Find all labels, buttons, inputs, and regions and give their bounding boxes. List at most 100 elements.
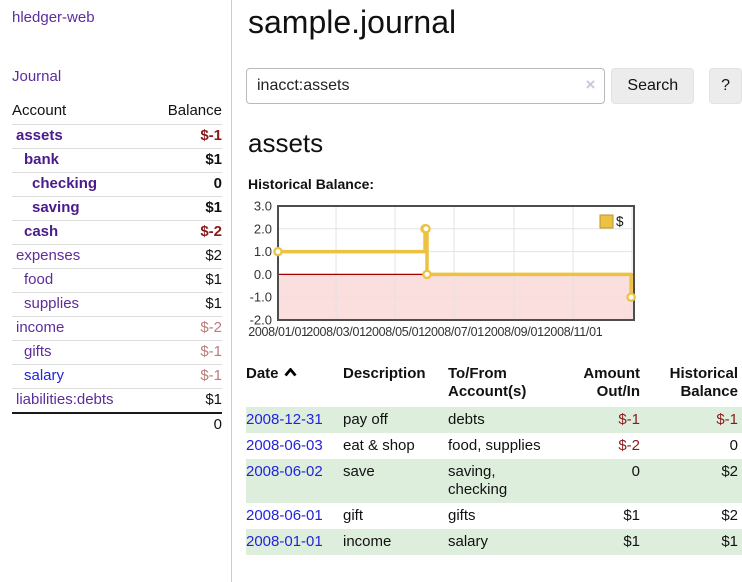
account-row: gifts $-1 (12, 340, 222, 365)
transaction-description: save (343, 463, 375, 480)
transaction-accounts: debts (448, 411, 485, 428)
account-balance: $1 (205, 151, 222, 168)
transaction-amount: $1 (623, 507, 640, 524)
svg-text:2008/09/01: 2008/09/01 (484, 325, 544, 339)
account-row: assets $-1 (12, 124, 222, 149)
search-input[interactable] (246, 68, 606, 104)
register-row: 2008-12-31 pay off debts $-1 $-1 (246, 407, 742, 433)
account-balance: $-1 (200, 367, 222, 384)
svg-text:$: $ (616, 214, 624, 229)
main-content: sample.journal × Search ? assets Histori… (246, 0, 742, 555)
account-balance: $-2 (200, 319, 222, 336)
account-row: supplies $1 (12, 292, 222, 317)
sidebar: hledger-web Journal Account Balance asse… (0, 0, 232, 582)
register-header-tofrom: To/From Account(s) (448, 365, 527, 400)
account-link[interactable]: income (16, 319, 65, 336)
transaction-amount: $1 (623, 533, 640, 550)
account-row: food $1 (12, 268, 222, 293)
transaction-balance: $2 (721, 507, 738, 524)
account-balance: $1 (205, 295, 222, 312)
transaction-accounts: gifts (448, 507, 476, 524)
transaction-date-link[interactable]: 2008-06-01 (246, 507, 323, 524)
transaction-accounts: saving, checking (448, 463, 508, 498)
account-link[interactable]: gifts (24, 343, 52, 360)
account-link[interactable]: cash (24, 223, 59, 240)
transaction-amount: $-2 (618, 437, 640, 454)
chart-title: Historical Balance: (248, 176, 375, 192)
page-title: sample.journal (248, 4, 457, 40)
account-row: income $-2 (12, 316, 222, 341)
account-row: liabilities:debts $1 (12, 388, 222, 414)
account-link[interactable]: checking (32, 175, 98, 192)
account-link[interactable]: expenses (16, 247, 81, 264)
register-row: 2008-01-01 income salary $1 $1 (246, 529, 742, 555)
accounts-header-balance: Balance (167, 102, 222, 119)
transaction-amount: $-1 (618, 411, 640, 428)
sort-ascending-icon[interactable] (283, 367, 297, 377)
register-header-row: Date Description To/From Account(s) Amount Ou… (246, 365, 742, 407)
transaction-date-link[interactable]: 2008-12-31 (246, 411, 323, 428)
svg-text:2008/11/01: 2008/11/01 (544, 325, 603, 339)
account-row: saving $1 (12, 196, 222, 221)
register-header-amount: Amount Out/In (583, 365, 640, 400)
svg-text:-2.0: -2.0 (250, 313, 272, 328)
account-link[interactable]: liabilities:debts (16, 391, 114, 408)
account-link[interactable]: bank (24, 151, 60, 168)
account-link[interactable]: saving (32, 199, 80, 216)
register-table: Date Description To/From Account(s) Amount Ou… (246, 365, 742, 555)
account-balance: $1 (205, 271, 222, 288)
svg-text:2008/01/01: 2008/01/01 (248, 325, 308, 339)
transaction-balance: $1 (721, 533, 738, 550)
help-button[interactable]: ? (709, 68, 742, 104)
svg-text:2008/03/01: 2008/03/01 (306, 325, 366, 339)
transaction-balance: 0 (729, 437, 738, 454)
search-box: × (246, 68, 606, 104)
historical-balance-chart: 3.0 2.0 1.0 0.0 -1.0 -2.02008/01/012008/03/01… (248, 199, 636, 339)
accounts-header-row: Account Balance (12, 102, 222, 125)
transaction-date-link[interactable]: 2008-06-02 (246, 463, 323, 480)
svg-text:3.0: 3.0 (254, 199, 272, 214)
register-header-description: Description (343, 365, 426, 382)
register-header-date[interactable]: Date (246, 365, 343, 407)
account-row: salary $-1 (12, 364, 222, 389)
account-link[interactable]: supplies (24, 295, 80, 312)
account-row: cash $-2 (12, 220, 222, 245)
transaction-description: pay off (343, 411, 388, 428)
account-row: bank $1 (12, 148, 222, 173)
account-balance: $1 (205, 199, 222, 216)
transaction-balance: $-1 (716, 411, 738, 428)
account-balance: $-2 (200, 223, 222, 240)
account-heading: assets (248, 128, 324, 158)
account-link[interactable]: salary (24, 367, 65, 384)
account-balance: 0 (213, 175, 222, 192)
account-balance: $-1 (200, 127, 222, 144)
accounts-total-balance: 0 (213, 416, 222, 433)
search-button[interactable]: Search (611, 68, 695, 104)
svg-text:-1.0: -1.0 (250, 290, 272, 305)
account-balance: $2 (205, 247, 222, 264)
register-row: 2008-06-01 gift gifts $1 $2 (246, 503, 742, 529)
transaction-description: eat & shop (343, 437, 415, 454)
account-balance: $-1 (200, 343, 222, 360)
transaction-date-link[interactable]: 2008-06-03 (246, 437, 323, 454)
svg-text:2008/05/01: 2008/05/01 (365, 325, 425, 339)
app-title-link[interactable]: hledger-web (12, 9, 95, 26)
accounts-header-account: Account (12, 102, 67, 119)
search-form: × Search ? (246, 68, 742, 104)
account-balance: $1 (205, 391, 222, 408)
clear-search-icon[interactable]: × (585, 75, 596, 94)
svg-text:1.0: 1.0 (254, 244, 272, 259)
transaction-accounts: salary (448, 533, 489, 550)
transaction-description: income (343, 533, 392, 550)
accounts-table: Account Balance assets $-1 bank $1 checking 0… (12, 102, 222, 437)
transaction-date-link[interactable]: 2008-01-01 (246, 533, 323, 550)
sidebar-item-journal[interactable]: Journal (12, 68, 62, 85)
account-link[interactable]: food (24, 271, 54, 288)
register-row: 2008-06-02 save saving, checking 0 $2 (246, 459, 742, 503)
transaction-amount: 0 (631, 463, 640, 480)
register-header-historical: Historical Balance (669, 365, 738, 400)
svg-text:2008/07/01: 2008/07/01 (424, 325, 484, 339)
svg-text:0.0: 0.0 (254, 267, 272, 282)
account-link[interactable]: assets (16, 127, 63, 144)
